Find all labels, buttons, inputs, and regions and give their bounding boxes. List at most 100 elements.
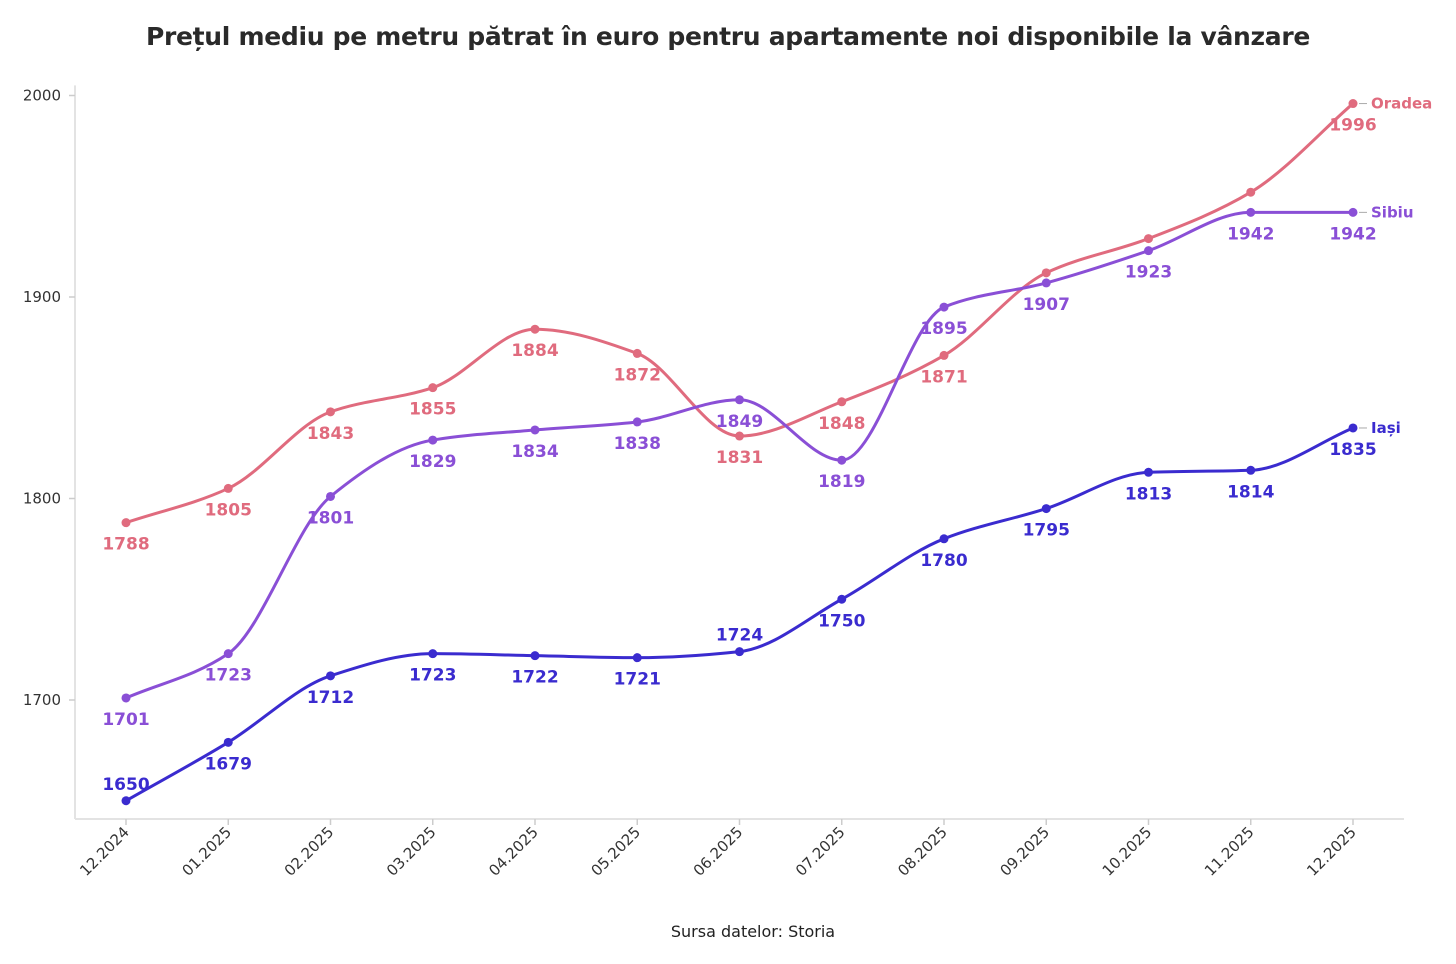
x-tick-label: 07.2025 bbox=[792, 823, 849, 880]
data-point-sibiu bbox=[326, 491, 335, 501]
series-name-label-iasi: Iași bbox=[1371, 419, 1401, 437]
data-label-sibiu: 1923 bbox=[1125, 263, 1172, 283]
x-tick-label: 12.2025 bbox=[1303, 823, 1360, 880]
data-point-iasi bbox=[1041, 504, 1051, 514]
data-point-sibiu bbox=[1041, 278, 1051, 288]
x-tick-label: 05.2025 bbox=[587, 823, 644, 880]
data-label-sibiu: 1849 bbox=[716, 412, 763, 432]
data-point-iasi bbox=[530, 651, 540, 661]
data-point-oradea bbox=[735, 431, 744, 441]
x-tick-label: 09.2025 bbox=[996, 823, 1053, 880]
data-point-iasi bbox=[939, 534, 949, 544]
data-label-sibiu: 1907 bbox=[1023, 295, 1070, 315]
data-point-sibiu bbox=[1144, 246, 1153, 256]
data-point-oradea bbox=[1246, 187, 1256, 197]
x-tick-label: 12.2024 bbox=[76, 823, 133, 880]
data-label-iasi: 1679 bbox=[205, 754, 252, 774]
data-label-sibiu: 1701 bbox=[102, 710, 149, 730]
data-point-sibiu bbox=[837, 455, 847, 465]
data-label-iasi: 1724 bbox=[716, 626, 763, 646]
data-point-sibiu bbox=[1348, 207, 1358, 217]
data-point-oradea bbox=[223, 483, 233, 493]
x-tick-label: 04.2025 bbox=[485, 823, 542, 880]
y-tick-label: 1900 bbox=[23, 288, 61, 306]
chart-source: Sursa datelor: Storia bbox=[670, 922, 836, 941]
data-label-oradea: 1805 bbox=[205, 500, 252, 520]
series-name-label-oradea: Oradea bbox=[1371, 95, 1432, 113]
data-label-oradea: 1884 bbox=[511, 341, 558, 361]
data-label-iasi: 1795 bbox=[1023, 521, 1070, 541]
data-label-sibiu: 1819 bbox=[818, 472, 865, 492]
data-point-oradea bbox=[121, 518, 131, 528]
y-tick-label: 2000 bbox=[23, 87, 61, 105]
data-label-iasi: 1722 bbox=[511, 668, 558, 688]
x-tick-label: 11.2025 bbox=[1201, 823, 1258, 880]
data-labels-group: 1788 1805 1843 1855 1884 1872 1831 1848 1871 1996… bbox=[102, 116, 1376, 795]
data-point-sibiu bbox=[1246, 207, 1256, 217]
data-point-oradea bbox=[1348, 99, 1358, 109]
data-point-iasi bbox=[1144, 467, 1153, 477]
data-label-oradea: 1872 bbox=[614, 365, 661, 385]
data-point-oradea bbox=[1144, 234, 1153, 244]
x-tick-label: 10.2025 bbox=[1099, 823, 1156, 880]
data-point-oradea bbox=[428, 383, 438, 393]
x-tick-label: 06.2025 bbox=[690, 823, 747, 880]
data-label-iasi: 1712 bbox=[307, 688, 354, 708]
data-label-sibiu: 1829 bbox=[409, 452, 456, 472]
data-label-oradea: 1871 bbox=[920, 367, 967, 387]
data-label-iasi: 1750 bbox=[818, 611, 865, 631]
data-label-iasi: 1650 bbox=[102, 775, 149, 795]
series-points-group bbox=[121, 99, 1358, 806]
data-point-sibiu bbox=[735, 395, 744, 405]
data-point-sibiu bbox=[939, 302, 949, 312]
data-point-sibiu bbox=[632, 417, 642, 427]
y-tick-label: 1700 bbox=[23, 691, 61, 709]
data-label-iasi: 1780 bbox=[920, 551, 967, 571]
data-label-sibiu: 1942 bbox=[1227, 224, 1274, 244]
chart-title: Prețul mediu pe metru pătrat în euro pen… bbox=[145, 22, 1311, 51]
x-tick-label: 08.2025 bbox=[894, 823, 951, 880]
series-name-label-sibiu: Sibiu bbox=[1371, 203, 1414, 221]
data-label-sibiu: 1895 bbox=[920, 319, 967, 339]
data-point-sibiu bbox=[530, 425, 540, 435]
data-label-iasi: 1721 bbox=[614, 670, 661, 690]
data-label-iasi: 1723 bbox=[409, 666, 456, 686]
data-point-oradea bbox=[1041, 268, 1051, 278]
y-tick-label: 1800 bbox=[23, 490, 61, 508]
data-point-oradea bbox=[326, 407, 335, 417]
data-point-oradea bbox=[632, 348, 642, 358]
x-tick-label: 03.2025 bbox=[383, 823, 440, 880]
data-point-sibiu bbox=[121, 693, 131, 703]
data-label-oradea: 1843 bbox=[307, 424, 354, 444]
data-point-iasi bbox=[121, 796, 131, 806]
data-point-iasi bbox=[1348, 423, 1358, 433]
data-label-iasi: 1813 bbox=[1125, 484, 1172, 504]
data-label-oradea: 1996 bbox=[1329, 116, 1376, 136]
data-point-iasi bbox=[1246, 465, 1256, 475]
x-tick-label: 02.2025 bbox=[281, 823, 338, 880]
data-label-sibiu: 1942 bbox=[1329, 224, 1376, 244]
data-point-iasi bbox=[326, 671, 335, 681]
data-point-iasi bbox=[837, 594, 847, 604]
data-point-iasi bbox=[428, 649, 438, 659]
data-label-oradea: 1848 bbox=[818, 414, 865, 434]
data-label-iasi: 1814 bbox=[1227, 482, 1274, 502]
x-tick-label: 01.2025 bbox=[178, 823, 235, 880]
data-label-oradea: 1788 bbox=[102, 535, 149, 555]
data-point-sibiu bbox=[223, 649, 233, 659]
data-label-sibiu: 1838 bbox=[614, 434, 661, 454]
data-point-iasi bbox=[632, 653, 642, 663]
data-label-sibiu: 1723 bbox=[205, 666, 252, 686]
data-label-oradea: 1855 bbox=[409, 400, 456, 420]
data-label-sibiu: 1801 bbox=[307, 508, 354, 528]
data-point-iasi bbox=[223, 737, 233, 747]
data-point-oradea bbox=[939, 350, 949, 360]
data-label-sibiu: 1834 bbox=[511, 442, 558, 462]
data-label-oradea: 1831 bbox=[716, 448, 763, 468]
series-end-labels-group: Oradea Sibiu Iași bbox=[1359, 95, 1432, 437]
data-label-iasi: 1835 bbox=[1329, 440, 1376, 460]
data-point-iasi bbox=[735, 647, 744, 657]
data-point-oradea bbox=[837, 397, 847, 407]
data-point-oradea bbox=[530, 324, 540, 334]
